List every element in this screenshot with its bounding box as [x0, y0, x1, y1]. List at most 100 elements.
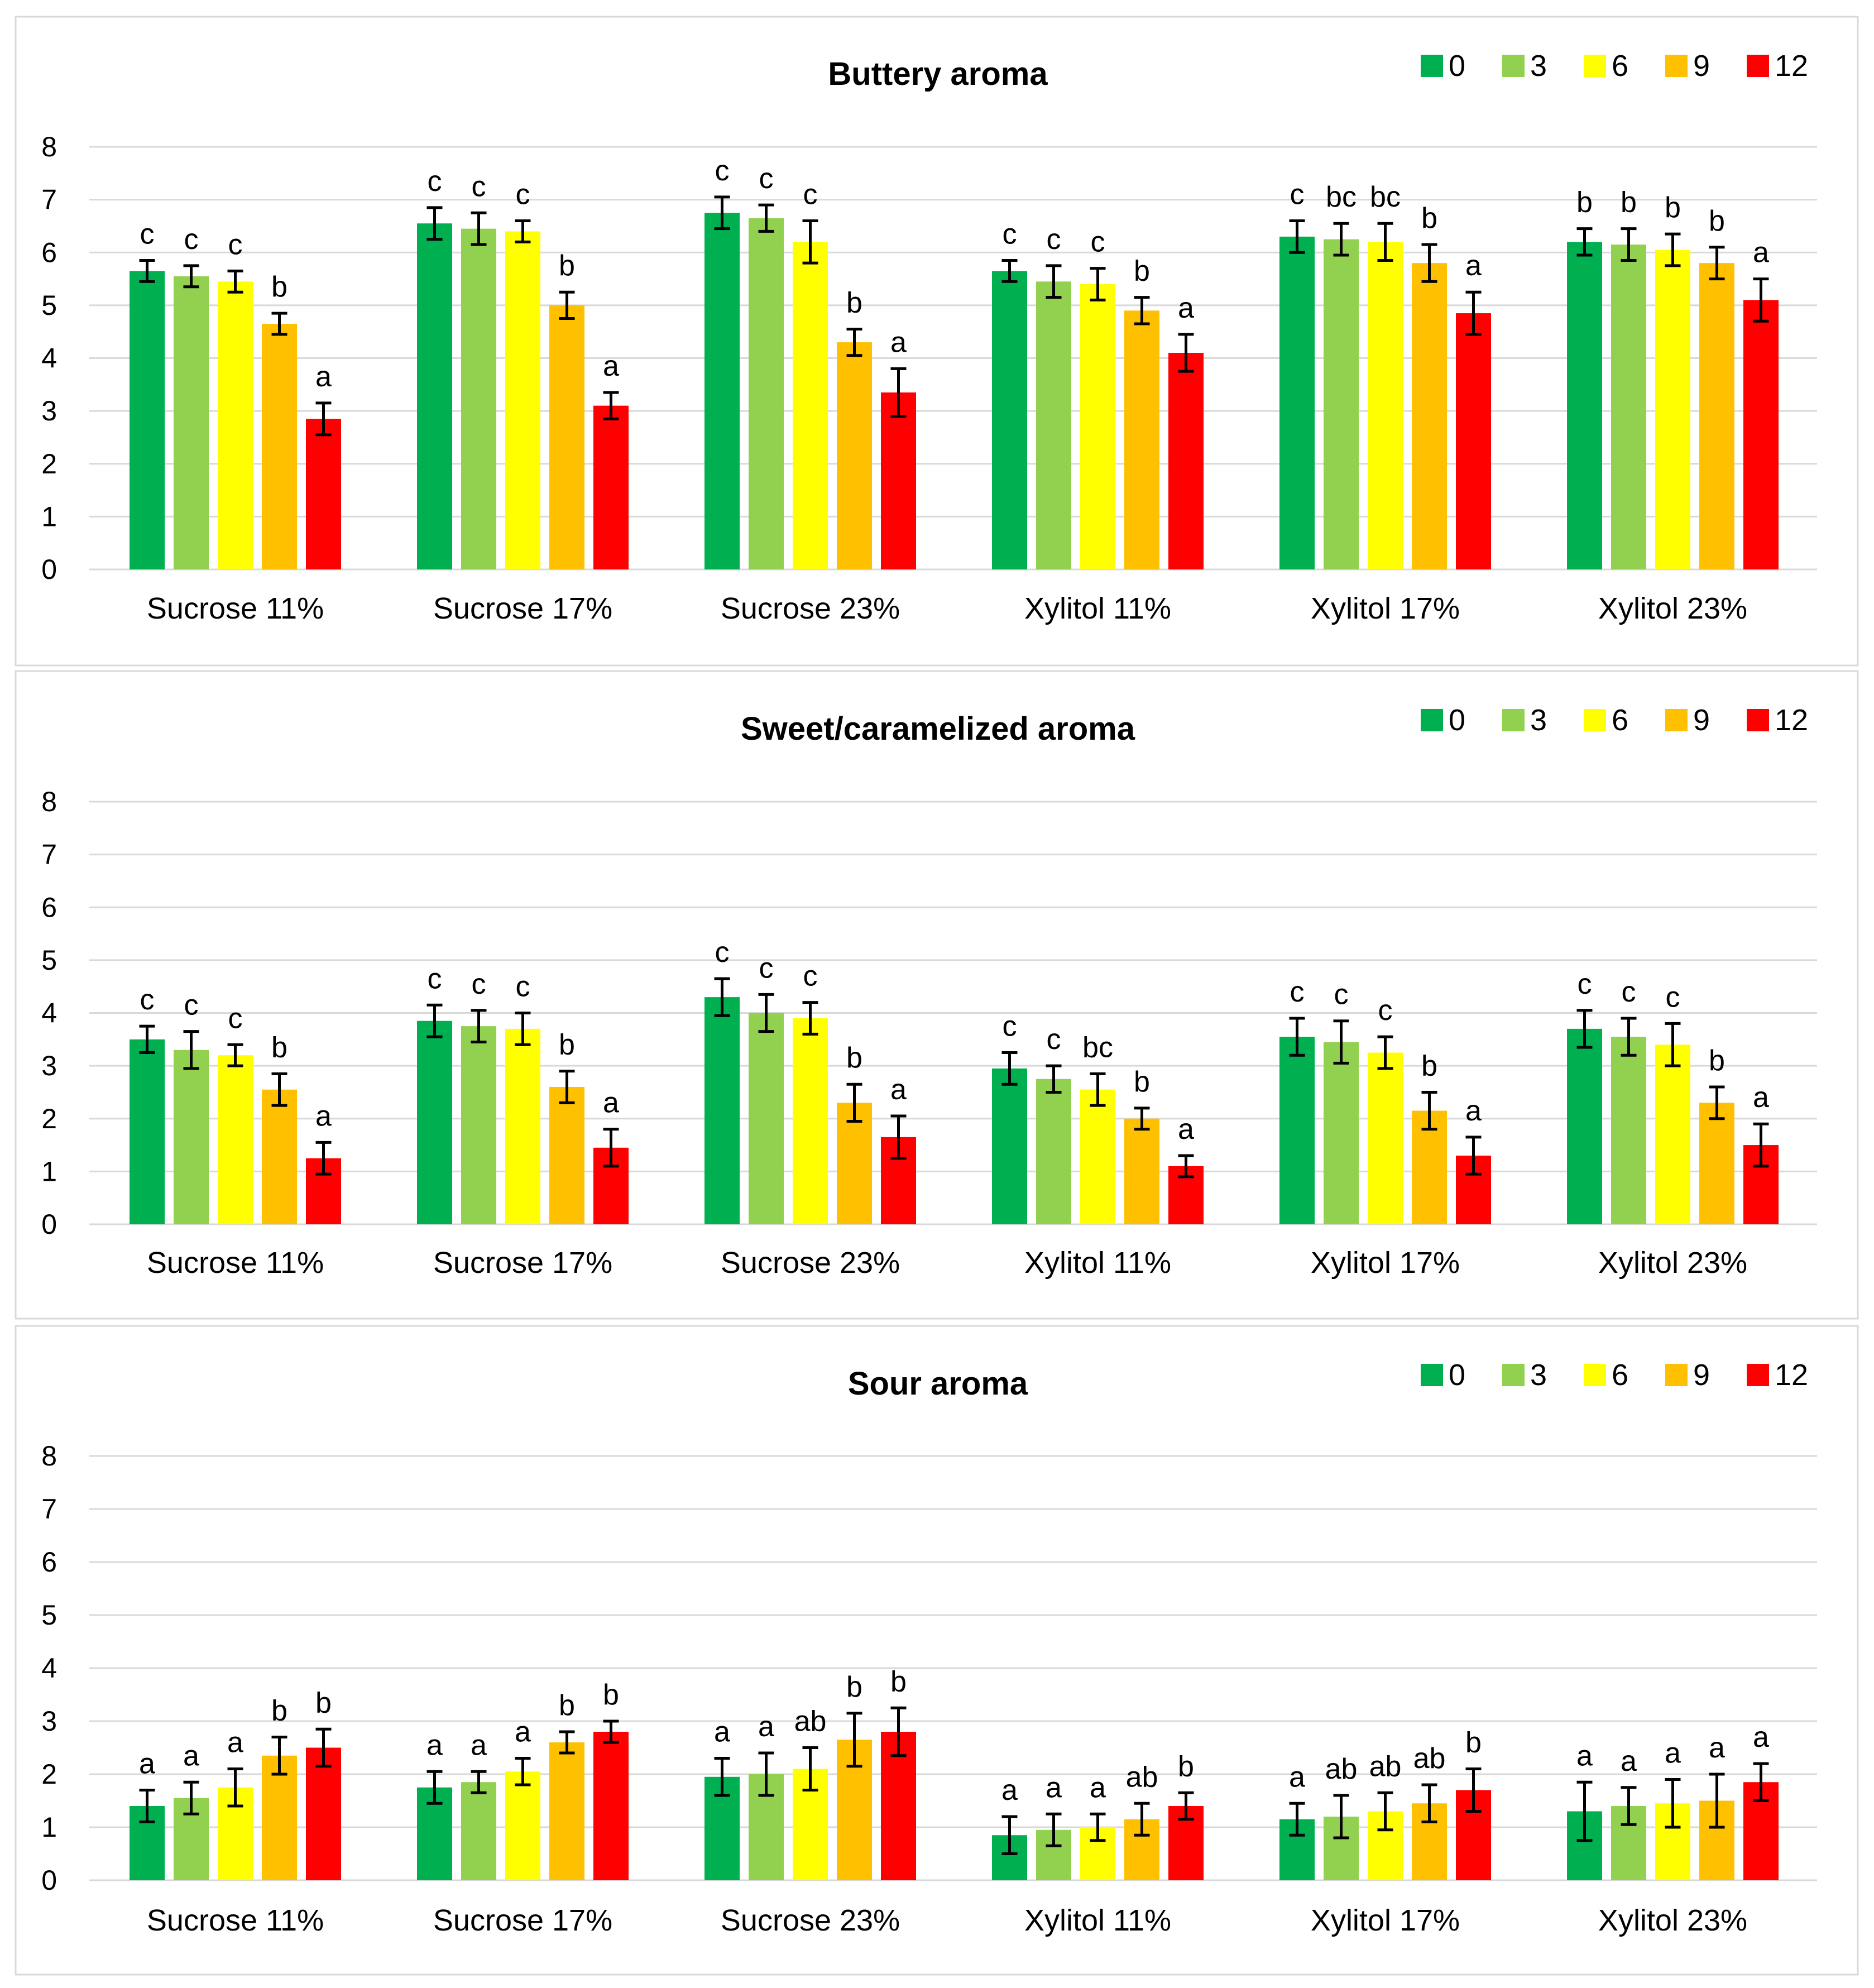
bar-sucrose-23-3: [749, 1013, 784, 1224]
legend-label-12: 12: [1775, 49, 1808, 83]
significance-letter: c: [1047, 1023, 1061, 1056]
category-label-xylitol-17: Xylitol 17%: [1311, 592, 1460, 625]
bar-xylitol-11-6: [1080, 1089, 1115, 1224]
bar-xylitol-17-3: [1324, 239, 1359, 569]
bar-sucrose-17-12: [593, 1732, 629, 1880]
bar-sucrose-23-0: [704, 213, 740, 569]
significance-letter: b: [846, 1671, 862, 1703]
significance-letter: c: [516, 178, 530, 210]
significance-letter: c: [1003, 218, 1017, 250]
y-tick-label-6: 6: [41, 892, 57, 923]
significance-letter: c: [140, 218, 155, 250]
significance-letter: c: [228, 1002, 243, 1034]
significance-letter: a: [227, 1727, 243, 1759]
significance-letter: c: [1622, 976, 1636, 1008]
bar-sucrose-17-9: [549, 1742, 584, 1880]
bar-sucrose-11-9: [262, 323, 297, 569]
significance-letter: b: [559, 1029, 575, 1061]
bar-sucrose-17-6: [505, 1771, 540, 1880]
significance-letter: a: [1090, 1771, 1106, 1804]
bar-sucrose-17-0: [417, 1021, 452, 1224]
significance-letter: c: [472, 968, 486, 1000]
y-tick-label-2: 2: [41, 448, 57, 480]
category-label-xylitol-11: Xylitol 11%: [1024, 1246, 1171, 1280]
y-tick-label-6: 6: [41, 1546, 57, 1578]
chart-legend: 0 3 6 9 12: [1421, 1358, 1808, 1392]
bar-xylitol-17-3: [1324, 1042, 1359, 1224]
y-tick-label-5: 5: [41, 290, 57, 321]
legend-swatch-3: [1502, 1364, 1525, 1386]
significance-letter: c: [516, 971, 530, 1003]
y-tick-label-1: 1: [41, 1812, 57, 1843]
category-label-xylitol-23: Xylitol 23%: [1598, 1246, 1747, 1280]
y-tick-label-5: 5: [41, 1599, 57, 1631]
significance-letter: a: [471, 1729, 487, 1761]
y-tick-label-1: 1: [41, 501, 57, 532]
significance-letter: b: [1178, 1750, 1194, 1783]
category-label-sucrose-11: Sucrose 11%: [147, 1904, 324, 1937]
bar-xylitol-11-0: [992, 271, 1027, 569]
category-label-xylitol-17: Xylitol 17%: [1311, 1904, 1460, 1937]
bar-sucrose-17-3: [461, 228, 496, 569]
legend-swatch-6: [1584, 55, 1606, 77]
significance-letter: c: [1578, 968, 1592, 1000]
category-label-sucrose-23: Sucrose 23%: [721, 1904, 900, 1937]
legend-swatch-9: [1665, 709, 1688, 731]
bar-sucrose-11-12: [306, 419, 341, 569]
significance-letter: c: [228, 228, 243, 261]
chart-legend: 0 3 6 9 12: [1421, 49, 1808, 83]
y-tick-label-8: 8: [41, 1440, 57, 1472]
significance-letter: c: [759, 952, 774, 984]
significance-letter: bc: [1370, 181, 1401, 213]
bar-xylitol-23-6: [1655, 1045, 1690, 1224]
bar-sucrose-17-9: [549, 305, 584, 569]
category-label-xylitol-17: Xylitol 17%: [1311, 1246, 1460, 1280]
legend-swatch-6: [1584, 709, 1606, 731]
bar-sucrose-11-3: [174, 1050, 209, 1224]
significance-letter: bc: [1326, 181, 1357, 213]
significance-letter: b: [559, 1689, 575, 1722]
legend-label-3: 3: [1530, 703, 1547, 737]
significance-letter: b: [603, 1679, 619, 1711]
significance-letter: c: [1290, 178, 1305, 210]
significance-letter: c: [1003, 1010, 1017, 1042]
bar-sucrose-11-0: [130, 271, 165, 569]
bar-sucrose-11-3: [174, 276, 209, 569]
significance-letter: a: [890, 1074, 907, 1106]
legend-swatch-12: [1747, 1364, 1769, 1386]
legend-swatch-9: [1665, 55, 1688, 77]
significance-letter: ab: [1369, 1750, 1402, 1783]
chart-title: Sour aroma: [848, 1366, 1028, 1402]
significance-letter: a: [1465, 250, 1482, 282]
y-tick-label-0: 0: [41, 1209, 57, 1240]
legend-label-9: 9: [1693, 1358, 1710, 1392]
bar-sucrose-11-6: [218, 1055, 253, 1224]
bar-xylitol-11-3: [1036, 1079, 1071, 1224]
significance-letter: b: [271, 1031, 287, 1064]
legend-swatch-0: [1421, 1364, 1443, 1386]
significance-letter: c: [184, 989, 199, 1022]
bar-xylitol-17-12: [1456, 313, 1491, 569]
bar-xylitol-17-6: [1368, 1052, 1403, 1224]
significance-letter: bc: [1082, 1031, 1113, 1064]
y-tick-label-6: 6: [41, 237, 57, 268]
legend-label-3: 3: [1530, 49, 1547, 83]
bar-sucrose-17-3: [461, 1782, 496, 1880]
significance-letter: b: [271, 271, 287, 303]
legend-swatch-0: [1421, 55, 1443, 77]
significance-letter: a: [1709, 1732, 1725, 1764]
y-tick-label-4: 4: [41, 998, 57, 1029]
